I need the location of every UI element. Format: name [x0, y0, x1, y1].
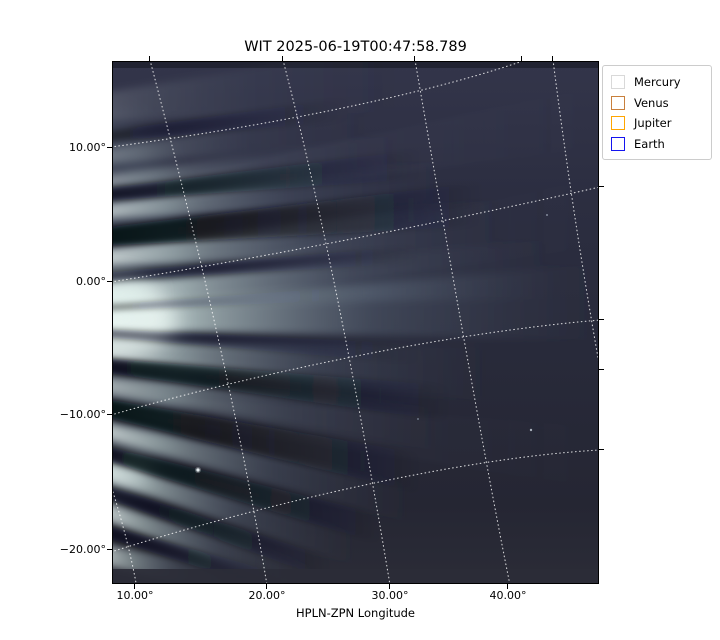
y-tick [107, 414, 112, 416]
legend-item-venus: Venus [611, 93, 703, 114]
plot-area [3, 43, 601, 600]
grid-overlay [110, 59, 601, 586]
legend-label: Earth [634, 136, 665, 151]
right-tick [599, 186, 604, 188]
legend-item-jupiter: Jupiter [611, 113, 703, 134]
grid-lat-neg20 [110, 449, 601, 553]
y-tick-label: 0.00° [76, 275, 106, 288]
grid-lon-30 [282, 59, 391, 586]
top-tick [414, 56, 416, 61]
mercury-marker-icon [611, 75, 625, 90]
x-tick [266, 584, 268, 589]
right-tick [599, 319, 604, 321]
y-tick-label: −10.00° [59, 408, 106, 421]
x-tick [389, 584, 391, 589]
grid-lat-10 [110, 61, 521, 148]
top-tick [282, 56, 284, 61]
grid-lon-50 [552, 59, 601, 370]
y-tick [107, 147, 112, 149]
right-tick [599, 449, 604, 451]
y-tick [107, 549, 112, 551]
x-tick-label: 20.00° [248, 589, 286, 602]
sky-image-svg [3, 43, 601, 600]
grid-lat-neg10 [110, 319, 601, 416]
legend-label: Venus [634, 95, 669, 110]
grid-lon-40 [414, 59, 511, 586]
jupiter-marker-icon [611, 116, 625, 131]
venus-marker-icon [611, 95, 625, 110]
plot-title: WIT 2025-06-19T00:47:58.789 [244, 39, 467, 55]
earth-marker-icon [611, 136, 625, 151]
top-tick [521, 56, 523, 61]
x-tick [507, 584, 509, 589]
dark-lanes [101, 97, 483, 594]
y-tick [107, 281, 112, 283]
legend-item-earth: Earth [611, 134, 703, 155]
grid-lon-20 [149, 59, 268, 586]
y-tick-label: 10.00° [69, 141, 106, 154]
top-tick [552, 56, 554, 61]
grid-lat-0 [110, 186, 601, 283]
top-tick [149, 56, 151, 61]
legend-item-mercury: Mercury [611, 72, 703, 93]
stars [195, 214, 548, 473]
legend-label: Mercury [634, 75, 681, 90]
x-tick-label: 10.00° [116, 589, 154, 602]
right-tick [599, 369, 604, 371]
y-tick-label: −20.00° [59, 543, 106, 556]
x-tick-label: 40.00° [489, 589, 527, 602]
legend: Mercury Venus Jupiter Earth [602, 65, 712, 160]
x-tick-label: 30.00° [371, 589, 409, 602]
x-axis-label: HPLN-ZPN Longitude [295, 606, 415, 620]
x-tick [134, 584, 136, 589]
legend-label: Jupiter [634, 116, 672, 131]
